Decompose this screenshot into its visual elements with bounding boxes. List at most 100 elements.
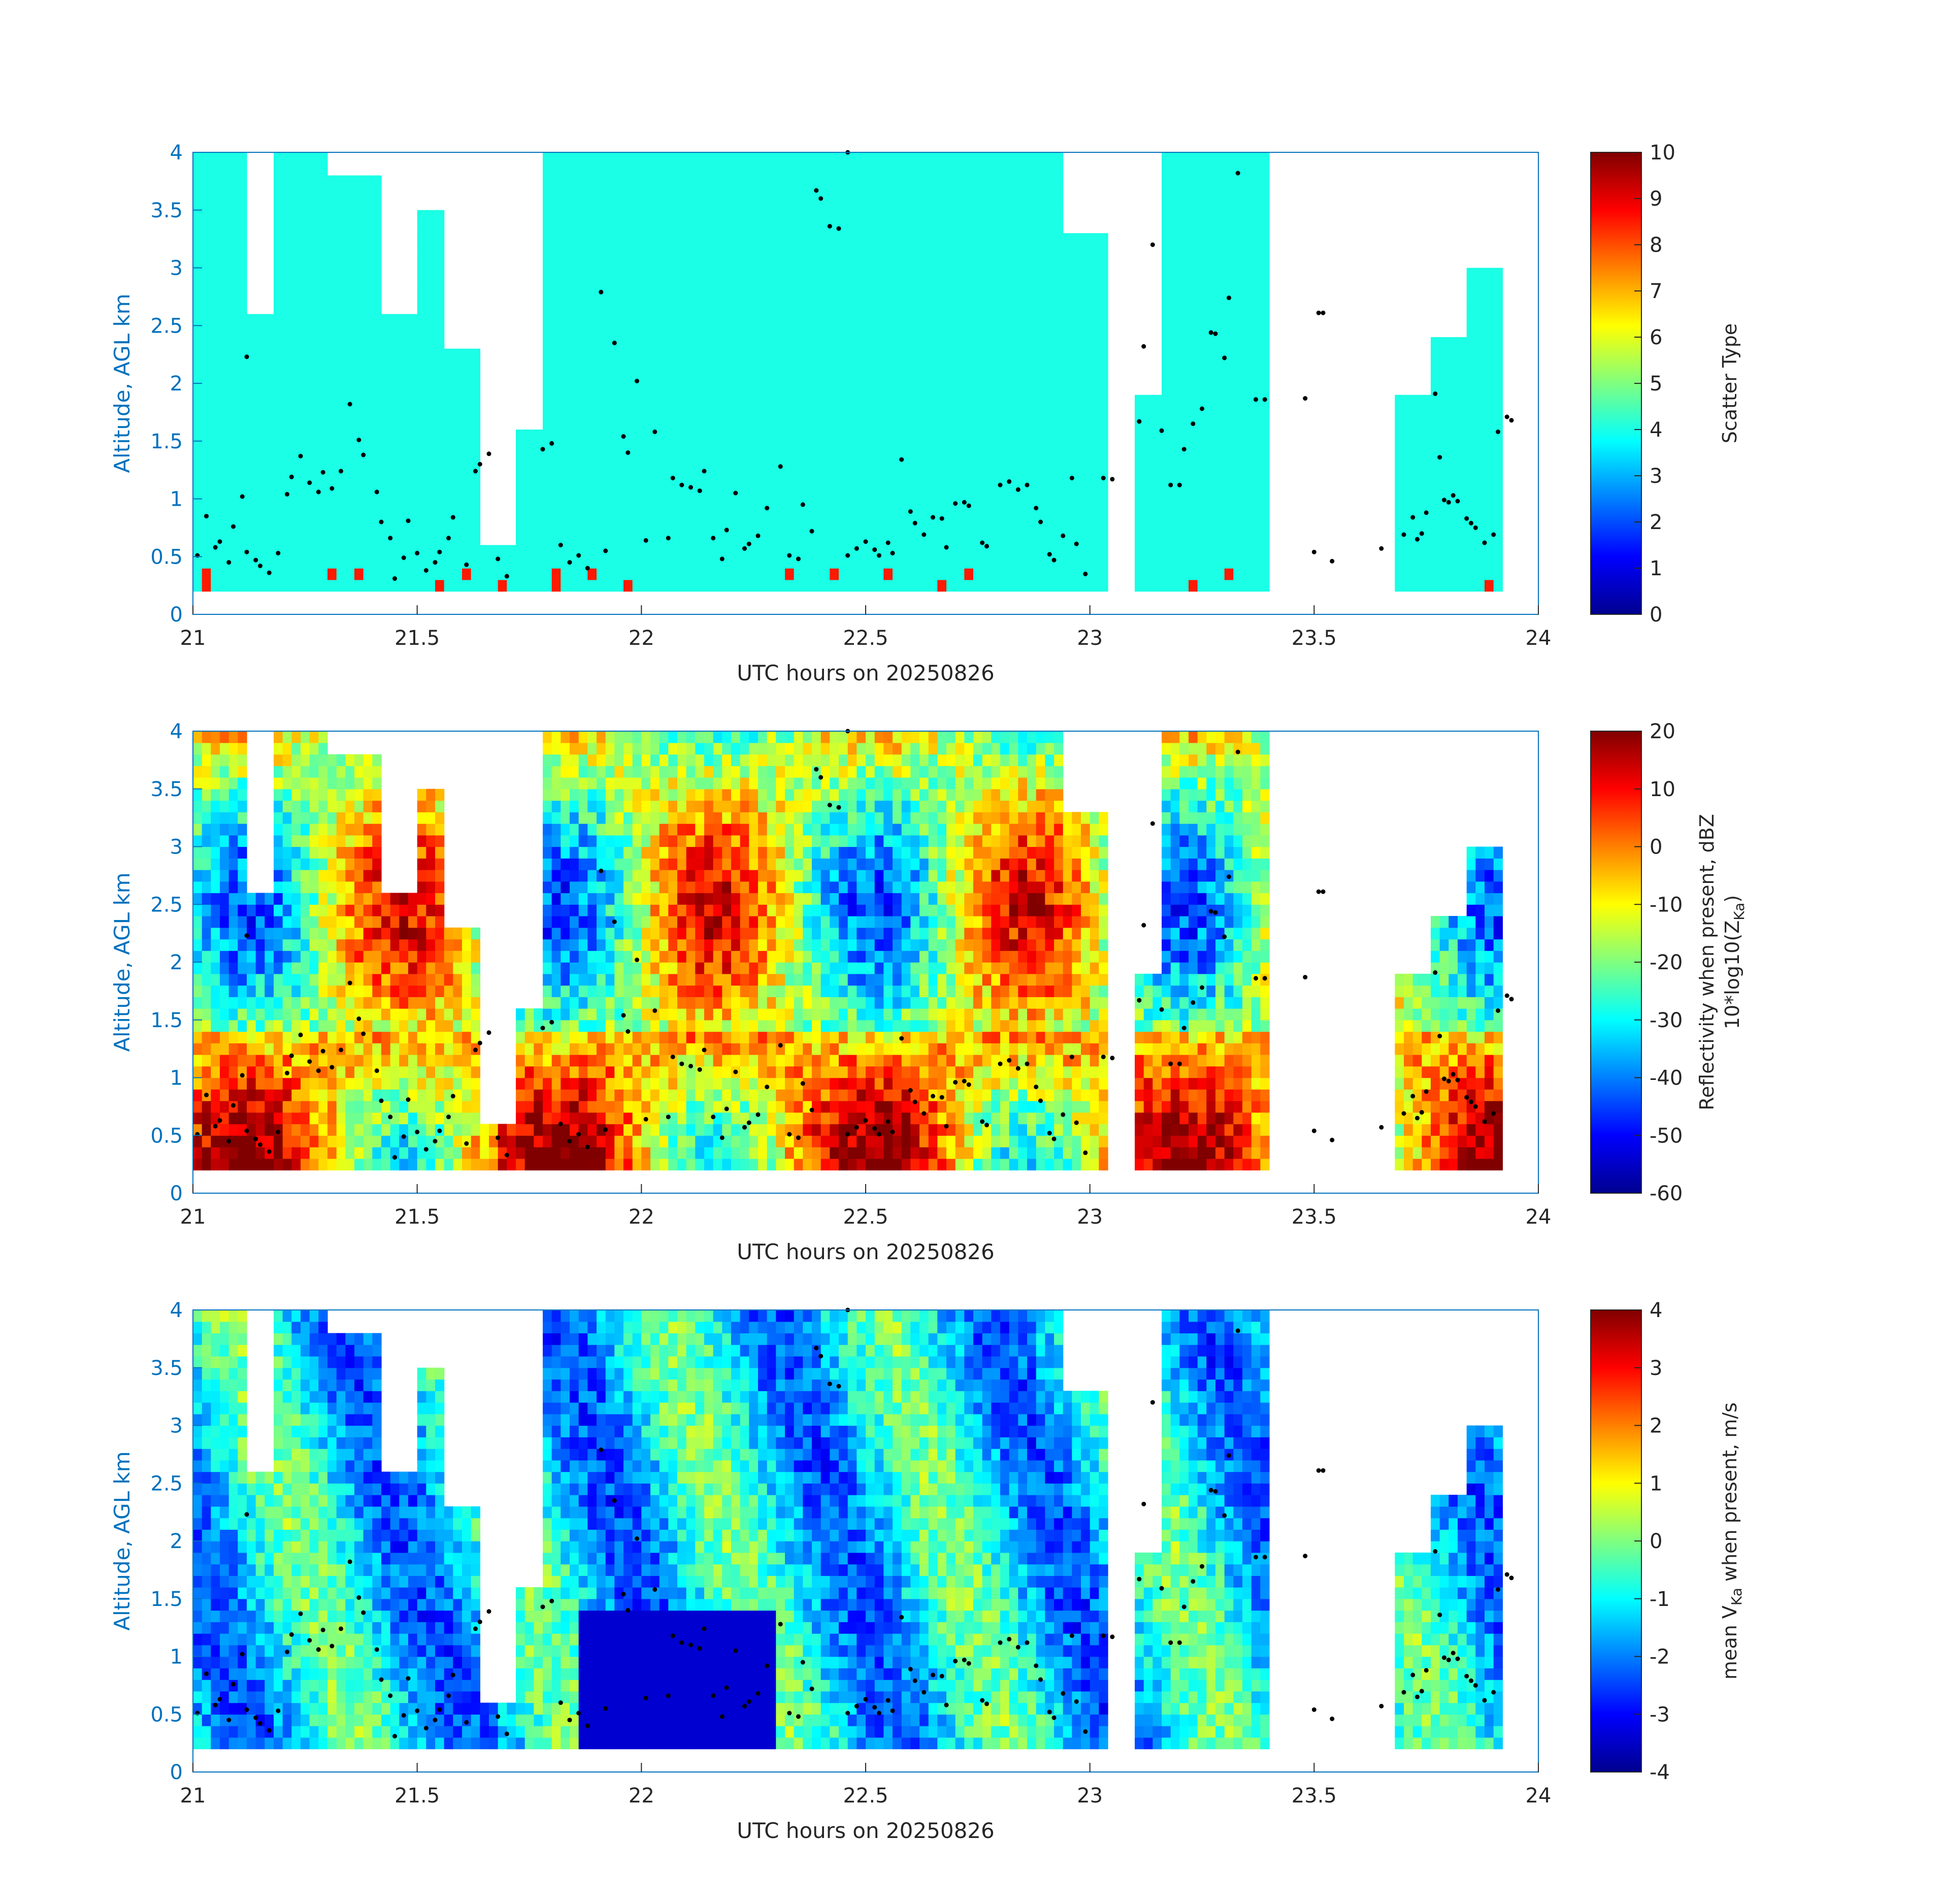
heatmap-cell [749,579,759,592]
heatmap-cell [301,175,310,187]
heatmap-cell [282,245,292,257]
heatmap-cell [1189,268,1198,280]
heatmap-cell [1081,279,1091,291]
heatmap-cell [785,476,795,488]
heatmap-cell [238,1008,247,1021]
heatmap-cell [1206,372,1216,384]
heatmap-cell [1179,476,1189,488]
heatmap-cell [193,441,203,453]
heatmap-cell [301,279,310,291]
heatmap-cell [1197,360,1207,372]
heatmap-cell [309,950,319,963]
heatmap-cell [444,568,453,580]
heatmap-cell [758,348,768,361]
heatmap-cell [1251,163,1261,176]
heatmap-cell [570,302,579,315]
heatmap-cell [893,452,902,465]
heatmap-cell [1081,579,1091,592]
heatmap-cell [1063,395,1072,407]
heatmap-cell [309,545,319,557]
heatmap-cell [937,187,947,199]
heatmap-cell [659,430,669,442]
heatmap-cell [543,510,552,522]
heatmap-cell [1054,406,1064,418]
heatmap-cell [247,314,256,326]
heatmap-cell [704,418,714,430]
cloud-base-point [872,547,877,552]
heatmap-cell [1018,163,1028,176]
heatmap-cell [946,210,956,222]
heatmap-cell [247,1066,256,1078]
heatmap-cell [570,476,579,488]
heatmap-cell [220,1055,229,1067]
heatmap-cell [776,302,785,315]
heatmap-cell [1179,163,1189,176]
heatmap-cell [901,568,911,580]
heatmap-cell [399,499,409,511]
heatmap-cell [1054,372,1064,384]
heatmap-cell [839,348,848,361]
heatmap-cell [301,985,310,997]
heatmap-cell [847,233,857,245]
heatmap-cell [247,1124,256,1136]
heatmap-cell [1439,395,1449,407]
heatmap-cell [301,1055,310,1067]
heatmap-cell [1224,268,1234,280]
heatmap-cell [1431,579,1440,592]
heatmap-cell [578,383,588,396]
heatmap-cell [704,199,714,211]
heatmap-cell [614,233,624,245]
heatmap-cell [274,533,283,546]
heatmap-cell [1054,522,1064,534]
heatmap-cell [390,325,400,338]
heatmap-cell [1215,406,1225,418]
heatmap-cell [1135,568,1144,580]
heatmap-cell [1485,302,1494,315]
heatmap-cell [417,245,426,257]
heatmap-cell [901,452,911,465]
heatmap-cell [1018,221,1028,234]
heatmap-cell [381,464,391,476]
heatmap-cell [946,163,956,176]
heatmap-cell [794,383,803,396]
heatmap-cell [247,360,256,372]
heatmap-cell [291,997,301,1009]
heatmap-cell [1251,383,1261,396]
heatmap-cell [399,579,409,592]
heatmap-cell [1233,256,1243,269]
heatmap-cell [668,556,678,569]
heatmap-cell [686,163,696,176]
heatmap-cell [874,221,884,234]
heatmap-cell [444,464,453,476]
heatmap-cell [1179,545,1189,557]
heatmap-cell [605,418,615,430]
heatmap-cell [1242,337,1252,349]
heatmap-cell [274,579,283,592]
heatmap-cell [274,268,283,280]
heatmap-cell [597,279,606,291]
heatmap-cell [327,279,337,291]
heatmap-cell [202,337,211,349]
heatmap-cell [301,325,310,338]
heatmap-cell [991,372,1001,384]
heatmap-cell [973,395,983,407]
heatmap-cell [937,383,947,396]
heatmap-cell [1224,233,1234,245]
heatmap-cell [327,522,337,534]
cloud-base-point [1227,296,1231,301]
heatmap-cell [345,325,355,338]
heatmap-cell [1063,372,1072,384]
heatmap-cell [301,533,310,546]
heatmap-cell [866,406,875,418]
heatmap-cell [462,452,472,465]
heatmap-cell [202,858,211,870]
heatmap-cell [695,199,705,211]
heatmap-cell [327,1077,337,1090]
heatmap-cell [426,383,436,396]
heatmap-cell [435,533,445,546]
heatmap-cell [1054,245,1064,257]
cloud-base-point [276,550,281,555]
heatmap-cell [318,870,328,882]
heatmap-cell [650,221,660,234]
heatmap-cell [767,545,776,557]
